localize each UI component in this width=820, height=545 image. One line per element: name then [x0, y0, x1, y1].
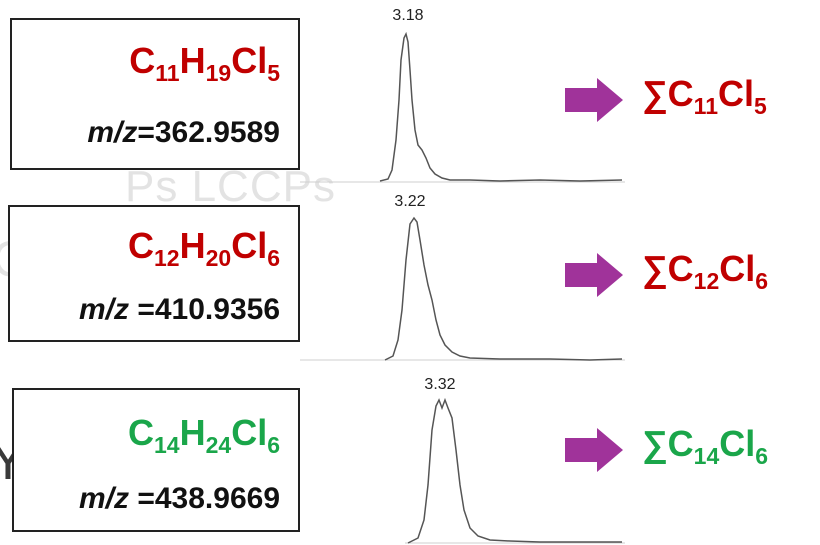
arrow-icon	[565, 428, 623, 472]
formula-2: C12H20Cl6	[128, 225, 280, 271]
peak-trace-1	[379, 31, 623, 182]
sum-label-2: ∑C12Cl6	[642, 248, 769, 294]
sum-label-1: ∑C11Cl5	[642, 73, 767, 119]
chromatogram-1	[300, 31, 625, 183]
arrow-icon	[565, 253, 623, 297]
peak-label-3: 3.32	[424, 376, 456, 393]
mz-value-1: m/z=362.9589	[87, 116, 280, 149]
mz-value-3: m/z =438.9669	[79, 482, 280, 515]
peak-label-1: 3.18	[392, 7, 424, 24]
peak-trace-2	[384, 216, 623, 361]
sum-label-3: ∑C14Cl6	[642, 423, 769, 469]
formula-3: C14H24Cl6	[128, 412, 280, 458]
chromatogram-2	[300, 216, 625, 361]
formula-1: C11H19Cl5	[129, 40, 280, 86]
formula-box-3: C14H24Cl6 m/z =438.9669	[12, 388, 300, 532]
watermark-text: Ps LCCPs	[125, 162, 336, 211]
mz-value-2: m/z =410.9356	[79, 293, 280, 326]
peak-label-2: 3.22	[394, 193, 426, 210]
formula-box-1: C11H19Cl5 m/z=362.9589	[10, 18, 300, 170]
arrow-icon	[565, 78, 623, 122]
formula-box-2: C12H20Cl6 m/z =410.9356	[8, 205, 300, 342]
peak-trace-3	[407, 397, 622, 544]
